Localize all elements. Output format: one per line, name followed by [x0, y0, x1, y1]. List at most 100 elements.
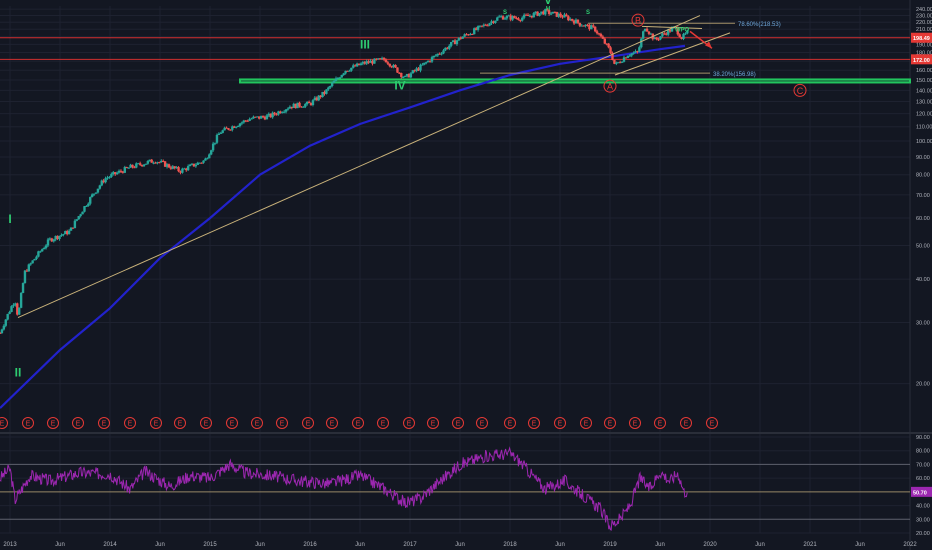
candle-body [167, 164, 171, 168]
candle-body [125, 167, 128, 169]
candle-body [81, 211, 84, 215]
candle-body [77, 216, 80, 220]
candle-body [590, 25, 593, 30]
candle-body [131, 164, 134, 168]
price-tick-label: 60.00 [916, 216, 930, 222]
candle-body [574, 19, 578, 24]
candle-body [71, 227, 75, 229]
candle-body [440, 53, 443, 55]
earnings-marker [47, 417, 59, 429]
candle-body [521, 17, 524, 21]
candle-body [306, 101, 309, 105]
candle-body [98, 185, 102, 189]
candle-body [670, 27, 674, 32]
candle-body [617, 62, 620, 64]
candle-body [538, 12, 541, 16]
candle-body [25, 270, 29, 272]
candle-body [450, 41, 453, 46]
candle-body [135, 163, 138, 168]
earnings-marker-label: E [204, 421, 209, 428]
candle-body [355, 63, 359, 67]
earnings-marker [98, 417, 110, 429]
candle-body [402, 76, 405, 78]
candle-body [403, 75, 407, 77]
level-badge-bg [911, 54, 932, 65]
candle-body [261, 116, 265, 118]
candle-body [649, 33, 653, 35]
time-tick-label: Jun [455, 542, 465, 548]
candle-body [453, 40, 457, 45]
candle-body [190, 163, 194, 165]
earnings-marker [226, 417, 238, 429]
candle-body [682, 34, 685, 39]
candle-body [317, 95, 320, 101]
candle-body [204, 158, 207, 161]
candle-body [309, 103, 313, 106]
candle-body [400, 72, 403, 77]
candle-body [277, 111, 280, 115]
candle-body [217, 133, 221, 135]
candle-body [513, 15, 516, 19]
candle-body [215, 134, 219, 143]
candle-body [582, 25, 585, 27]
earnings-marker-label: E [381, 421, 386, 428]
earnings-marker-label: E [407, 421, 412, 428]
candle-body [340, 74, 343, 78]
candle-body [41, 249, 44, 252]
candle-body [44, 245, 48, 248]
candle-body [584, 24, 587, 27]
last-price-badge-bg [911, 32, 932, 43]
candle-body [480, 25, 484, 27]
earnings-marker [352, 417, 364, 429]
time-tick-label: 2015 [203, 542, 217, 548]
candle-body [202, 160, 205, 163]
price-tick-label: 50.00 [916, 244, 930, 250]
candle-body [555, 11, 558, 17]
candle-body [112, 172, 115, 175]
earnings-marker [377, 417, 389, 429]
rsi-tick-label: 20.00 [916, 531, 930, 537]
candle-body [121, 171, 125, 173]
candle-body [559, 13, 562, 17]
rsi-value-badge-bg [911, 486, 932, 497]
candle-body [428, 60, 432, 62]
price-tick-label: 210.00 [916, 27, 932, 33]
candle-body [87, 203, 90, 206]
candle-body [138, 163, 142, 165]
candle-body [29, 263, 32, 265]
candle-body [0, 329, 4, 333]
candle-body [304, 104, 307, 107]
candle-body [569, 18, 572, 21]
candle-body [323, 91, 326, 94]
candle-body [425, 62, 428, 64]
candle-body [325, 89, 328, 94]
earnings-marker [452, 417, 464, 429]
candle-body [211, 143, 215, 151]
candle-body [511, 15, 514, 20]
candle-body [221, 130, 224, 133]
candle-body [618, 62, 622, 64]
candle-body [430, 57, 434, 62]
candle-body [275, 114, 278, 116]
candle-body [636, 51, 639, 53]
circled-wave-marker [631, 13, 645, 27]
candle-body [665, 33, 668, 35]
candle-body [522, 14, 526, 18]
earnings-marker-label: E [230, 421, 235, 428]
candle-body [175, 167, 178, 169]
candle-body [348, 70, 351, 72]
rsi-pane [0, 446, 910, 531]
candle-body [396, 67, 399, 73]
candle-body [292, 103, 295, 108]
candle-body [196, 162, 199, 165]
candle-body [473, 28, 476, 35]
earnings-marker [580, 417, 592, 429]
candle-body [165, 164, 169, 167]
candle-body [432, 55, 436, 58]
candle-body [137, 163, 140, 165]
candle-body [169, 167, 173, 169]
candle-body [394, 64, 397, 68]
candle-body [267, 113, 270, 116]
price-tick-label: 220.00 [916, 20, 932, 26]
